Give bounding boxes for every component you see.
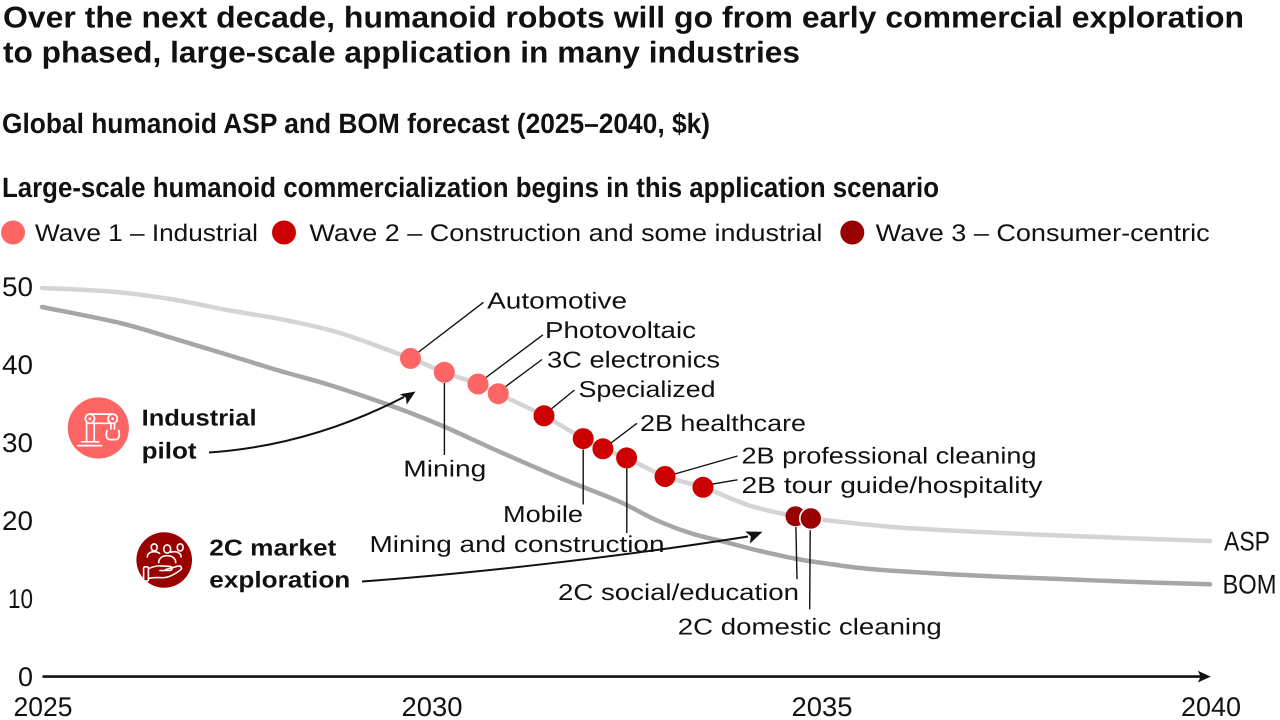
svg-text:2035: 2035 (792, 692, 853, 720)
svg-text:pilot: pilot (142, 438, 197, 464)
svg-text:2B professional cleaning: 2B professional cleaning (742, 443, 1037, 469)
svg-text:30: 30 (2, 428, 33, 458)
svg-text:Mobile: Mobile (503, 501, 583, 527)
svg-text:Large-scale humanoid commercia: Large-scale humanoid commercialization b… (2, 172, 939, 203)
svg-text:Mining and construction: Mining and construction (370, 531, 665, 557)
svg-text:50: 50 (2, 272, 33, 302)
svg-text:Specialized: Specialized (579, 376, 716, 402)
svg-text:2040: 2040 (1181, 692, 1241, 720)
svg-text:exploration: exploration (209, 567, 350, 593)
svg-text:Wave 2 – Construction and some: Wave 2 – Construction and some industria… (309, 220, 822, 247)
svg-text:Automotive: Automotive (487, 288, 627, 314)
svg-text:Industrial: Industrial (142, 405, 257, 431)
svg-text:Mining: Mining (403, 456, 486, 482)
svg-text:2C social/education: 2C social/education (558, 579, 799, 605)
svg-text:2B tour guide/hospitality: 2B tour guide/hospitality (742, 472, 1044, 498)
svg-text:Photovoltaic: Photovoltaic (545, 317, 696, 343)
svg-text:ASP: ASP (1224, 527, 1270, 557)
svg-text:40: 40 (2, 350, 33, 380)
svg-text:2C market: 2C market (209, 535, 336, 561)
svg-text:Wave 1 – Industrial: Wave 1 – Industrial (35, 220, 258, 247)
svg-text:2B healthcare: 2B healthcare (640, 410, 806, 436)
svg-text:Over the next decade, humanoid: Over the next decade, humanoid robots wi… (3, 2, 1244, 35)
svg-text:2030: 2030 (402, 692, 463, 720)
svg-text:10: 10 (8, 584, 33, 614)
svg-text:2C domestic cleaning: 2C domestic cleaning (678, 613, 942, 639)
svg-text:3C electronics: 3C electronics (547, 347, 720, 373)
svg-text:BOM: BOM (1223, 570, 1277, 600)
svg-text:0: 0 (18, 662, 33, 692)
svg-text:2025: 2025 (14, 692, 73, 720)
svg-text:20: 20 (2, 506, 33, 536)
svg-text:Wave 3 – Consumer-centric: Wave 3 – Consumer-centric (876, 220, 1210, 247)
svg-text:Global humanoid ASP and BOM fo: Global humanoid ASP and BOM forecast (20… (2, 108, 710, 139)
svg-text:to phased, large-scale applica: to phased, large-scale application in ma… (3, 37, 800, 70)
